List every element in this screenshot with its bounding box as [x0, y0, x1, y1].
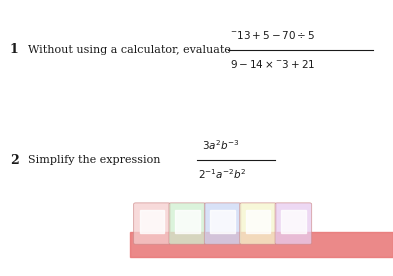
Text: 2: 2: [10, 153, 18, 167]
Bar: [281, 210, 306, 233]
Text: Simplify the expression: Simplify the expression: [28, 155, 160, 165]
Text: $2^{-1}a^{-2}b^{2}$: $2^{-1}a^{-2}b^{2}$: [198, 168, 247, 182]
Text: ${}^{-}13+5-70\div5$: ${}^{-}13+5-70\div5$: [230, 29, 315, 41]
Bar: [130, 232, 393, 257]
FancyBboxPatch shape: [275, 203, 312, 244]
FancyBboxPatch shape: [240, 203, 276, 244]
Text: 1: 1: [10, 43, 18, 56]
Text: $9-14\times{}^{-}3+21$: $9-14\times{}^{-}3+21$: [230, 58, 315, 70]
Bar: [246, 210, 270, 233]
FancyBboxPatch shape: [204, 203, 241, 244]
Bar: [210, 210, 235, 233]
FancyBboxPatch shape: [134, 203, 170, 244]
Bar: [175, 210, 200, 233]
Text: $3a^{2}b^{-3}$: $3a^{2}b^{-3}$: [202, 139, 240, 152]
FancyBboxPatch shape: [169, 203, 206, 244]
Bar: [140, 210, 164, 233]
Text: Without using a calculator, evaluate: Without using a calculator, evaluate: [28, 45, 230, 55]
